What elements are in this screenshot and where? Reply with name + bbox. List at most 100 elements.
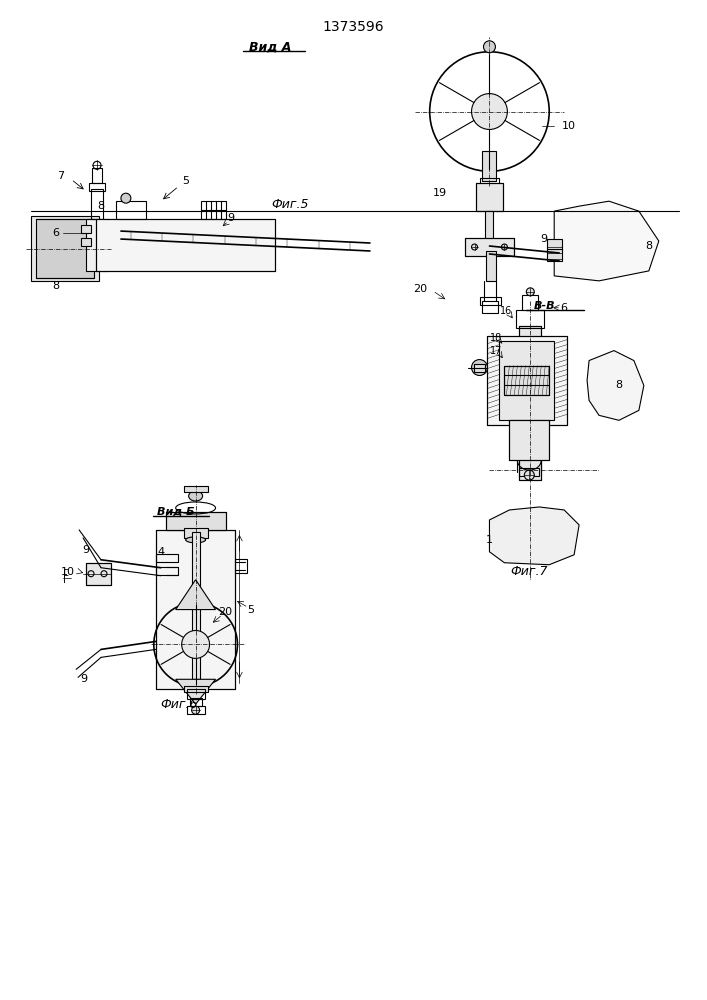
Text: 19: 19 xyxy=(433,188,447,198)
Text: Фиг.7: Фиг.7 xyxy=(510,565,548,578)
Polygon shape xyxy=(176,580,216,610)
Bar xyxy=(81,225,91,233)
Polygon shape xyxy=(489,507,579,565)
Bar xyxy=(474,364,486,372)
Text: 9: 9 xyxy=(227,213,234,223)
Bar xyxy=(96,219,275,271)
Text: Г: Г xyxy=(63,575,69,585)
Circle shape xyxy=(182,630,209,658)
Bar xyxy=(504,366,549,395)
Bar xyxy=(520,326,542,480)
Bar xyxy=(187,689,204,699)
Bar xyxy=(482,151,496,181)
Polygon shape xyxy=(554,201,659,281)
Circle shape xyxy=(484,41,496,53)
Bar xyxy=(156,530,235,689)
Bar xyxy=(486,211,493,251)
Text: 4: 4 xyxy=(157,547,164,557)
Bar xyxy=(96,219,275,271)
Polygon shape xyxy=(176,679,216,704)
Bar xyxy=(509,420,549,460)
Text: 8: 8 xyxy=(98,201,105,211)
Bar xyxy=(92,168,102,183)
Bar xyxy=(189,698,201,706)
Text: 9: 9 xyxy=(81,674,88,684)
Polygon shape xyxy=(587,351,644,420)
Bar xyxy=(479,178,499,186)
Circle shape xyxy=(501,244,508,250)
Bar xyxy=(86,563,111,585)
Text: 1: 1 xyxy=(486,535,493,545)
Bar xyxy=(201,201,226,219)
Circle shape xyxy=(192,706,199,714)
Bar xyxy=(499,341,554,420)
Ellipse shape xyxy=(189,491,203,501)
Text: 6: 6 xyxy=(561,303,568,313)
Bar xyxy=(476,183,503,211)
Circle shape xyxy=(472,360,487,375)
Bar xyxy=(547,249,562,261)
Bar xyxy=(184,486,208,492)
Text: 5: 5 xyxy=(182,176,189,186)
Text: 10: 10 xyxy=(61,567,75,577)
Circle shape xyxy=(525,470,534,480)
Text: 9: 9 xyxy=(541,234,548,244)
Text: Фиг.6: Фиг.6 xyxy=(160,698,197,711)
Text: Вид А: Вид А xyxy=(249,40,291,53)
Text: 18: 18 xyxy=(491,333,503,343)
Circle shape xyxy=(472,94,508,129)
Bar xyxy=(520,468,539,476)
Bar xyxy=(522,295,538,310)
Bar xyxy=(192,532,199,679)
Text: 6: 6 xyxy=(53,228,59,238)
Bar xyxy=(165,512,226,530)
Bar xyxy=(520,326,542,480)
Text: 16: 16 xyxy=(501,306,513,316)
Bar xyxy=(476,183,503,211)
Bar xyxy=(487,336,567,425)
Bar xyxy=(184,686,208,692)
Bar xyxy=(156,530,235,689)
Ellipse shape xyxy=(186,537,206,543)
Text: 20: 20 xyxy=(413,284,427,294)
Bar xyxy=(464,238,515,256)
Text: Вид Б: Вид Б xyxy=(157,507,194,517)
Bar xyxy=(479,297,501,305)
Text: В-В: В-В xyxy=(534,301,555,311)
Bar xyxy=(509,420,549,460)
Text: 9: 9 xyxy=(83,545,90,555)
Bar xyxy=(86,563,111,585)
Bar xyxy=(81,238,91,246)
Bar xyxy=(91,189,103,219)
Text: 20: 20 xyxy=(218,607,233,617)
Text: 1373596: 1373596 xyxy=(322,20,384,34)
Text: Г: Г xyxy=(63,569,69,579)
Bar xyxy=(165,512,226,530)
Bar xyxy=(235,559,247,573)
Bar xyxy=(116,201,146,219)
Bar xyxy=(156,554,177,562)
Text: 17: 17 xyxy=(490,346,503,356)
Circle shape xyxy=(472,244,477,250)
Bar xyxy=(184,528,208,538)
Bar xyxy=(31,216,99,281)
Text: 10: 10 xyxy=(562,121,576,131)
Bar xyxy=(464,238,515,256)
Bar xyxy=(156,567,177,575)
Bar xyxy=(487,336,567,425)
Bar xyxy=(36,219,94,278)
Bar xyxy=(504,366,549,395)
Text: 8: 8 xyxy=(615,380,623,390)
Text: 8: 8 xyxy=(645,241,653,251)
Text: 7: 7 xyxy=(57,171,65,181)
Bar xyxy=(482,301,498,313)
Circle shape xyxy=(121,193,131,203)
Circle shape xyxy=(526,288,534,296)
Bar xyxy=(187,706,204,714)
Text: Фиг.5: Фиг.5 xyxy=(271,198,309,211)
Bar xyxy=(547,239,562,251)
Bar xyxy=(486,251,496,281)
Bar xyxy=(89,183,105,191)
Text: 8: 8 xyxy=(52,281,59,291)
Bar xyxy=(516,310,544,328)
